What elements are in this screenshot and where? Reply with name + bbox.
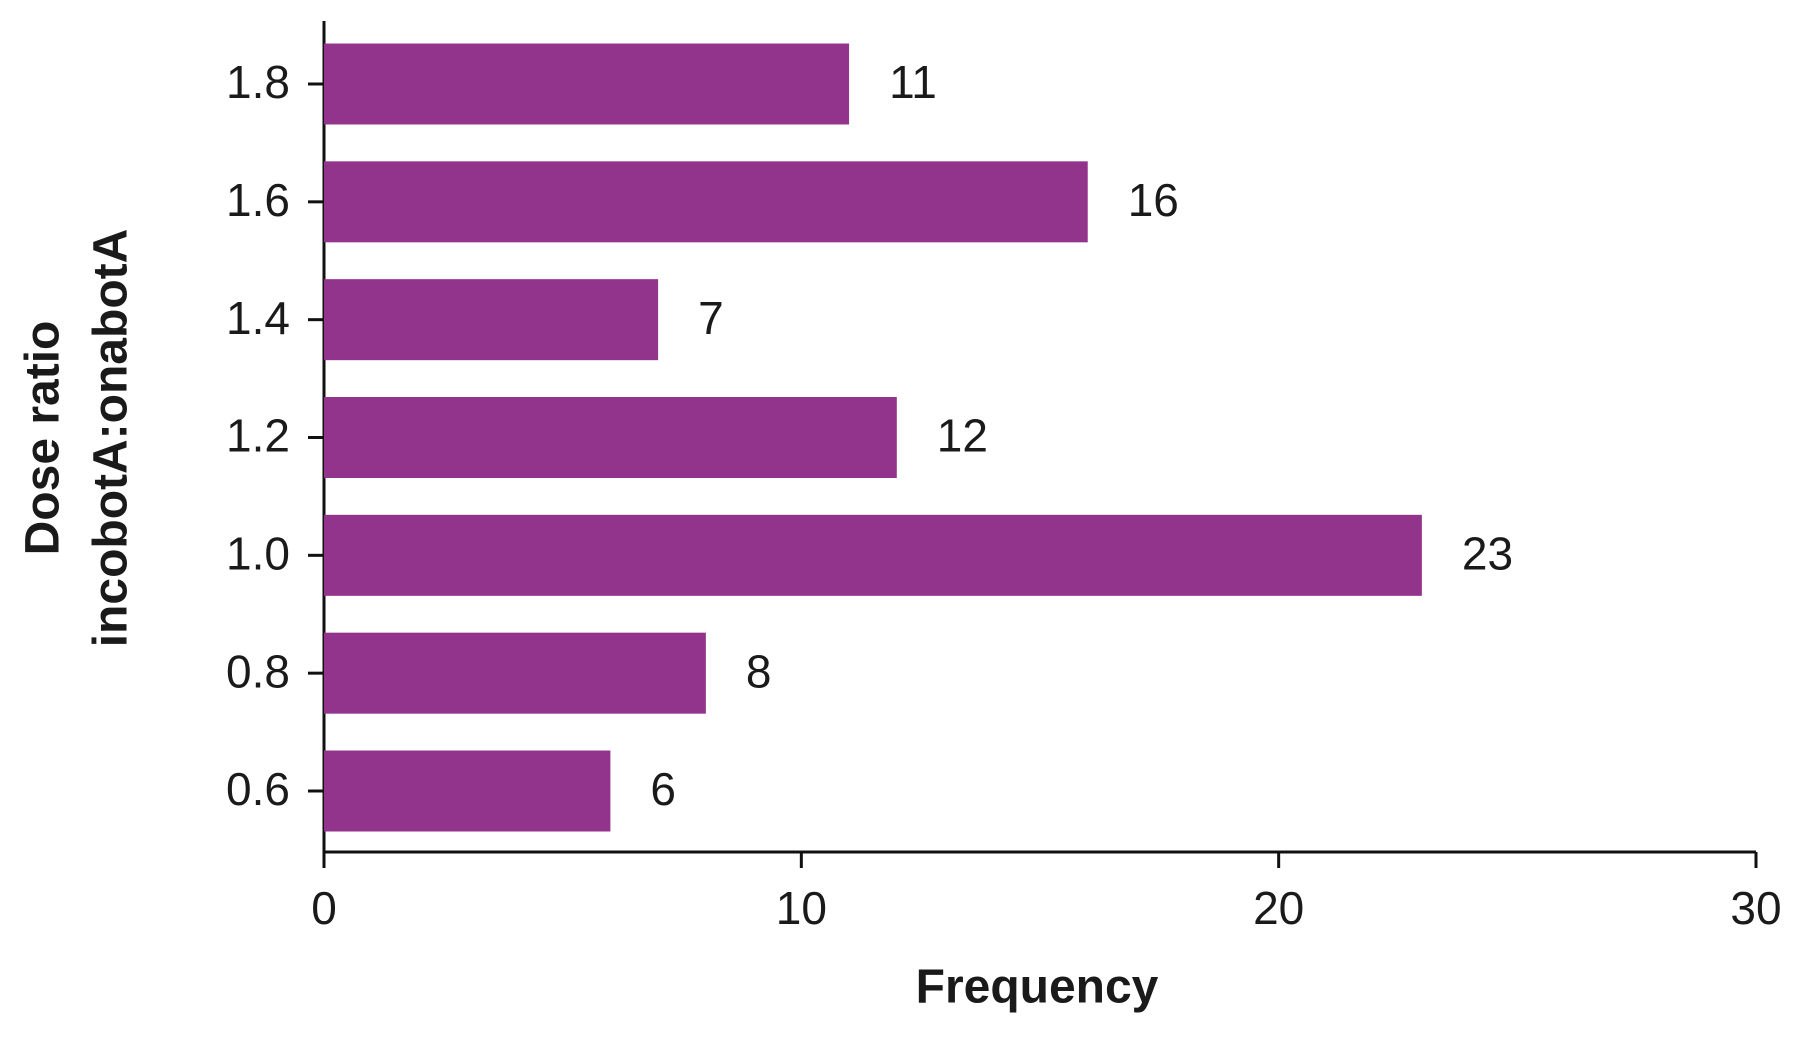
bar (324, 279, 659, 361)
x-tick-label: 20 (1253, 882, 1304, 934)
bar (324, 632, 706, 714)
y-axis-label-line: incobotA:onabotA (85, 229, 138, 648)
data-label: 7 (698, 292, 724, 344)
data-label: 12 (937, 410, 988, 462)
x-tick-label: 10 (776, 882, 827, 934)
bar (324, 514, 1422, 596)
y-tick-label: 1.0 (226, 527, 290, 579)
bar (324, 161, 1088, 243)
y-tick-label: 1.4 (226, 292, 290, 344)
y-axis-label-line: Dose ratio (17, 321, 70, 556)
data-label: 6 (650, 763, 676, 815)
bar (324, 397, 897, 478)
x-axis-label: Frequency (916, 961, 1159, 1014)
y-tick-label: 1.8 (226, 56, 290, 108)
y-tick-label: 1.2 (226, 410, 290, 462)
bar (324, 750, 611, 832)
x-tick-label: 0 (311, 882, 337, 934)
y-tick-label: 0.6 (226, 763, 290, 815)
data-label: 11 (889, 56, 937, 108)
bar (324, 43, 850, 125)
data-label: 23 (1462, 527, 1513, 579)
data-label: 8 (746, 645, 772, 697)
data-label: 16 (1128, 174, 1179, 226)
y-tick-label: 0.8 (226, 645, 290, 697)
x-tick-label: 30 (1730, 882, 1781, 934)
y-axis-label: Dose ratio incobotA:onabotA (17, 229, 138, 648)
y-tick-label: 1.6 (226, 174, 290, 226)
